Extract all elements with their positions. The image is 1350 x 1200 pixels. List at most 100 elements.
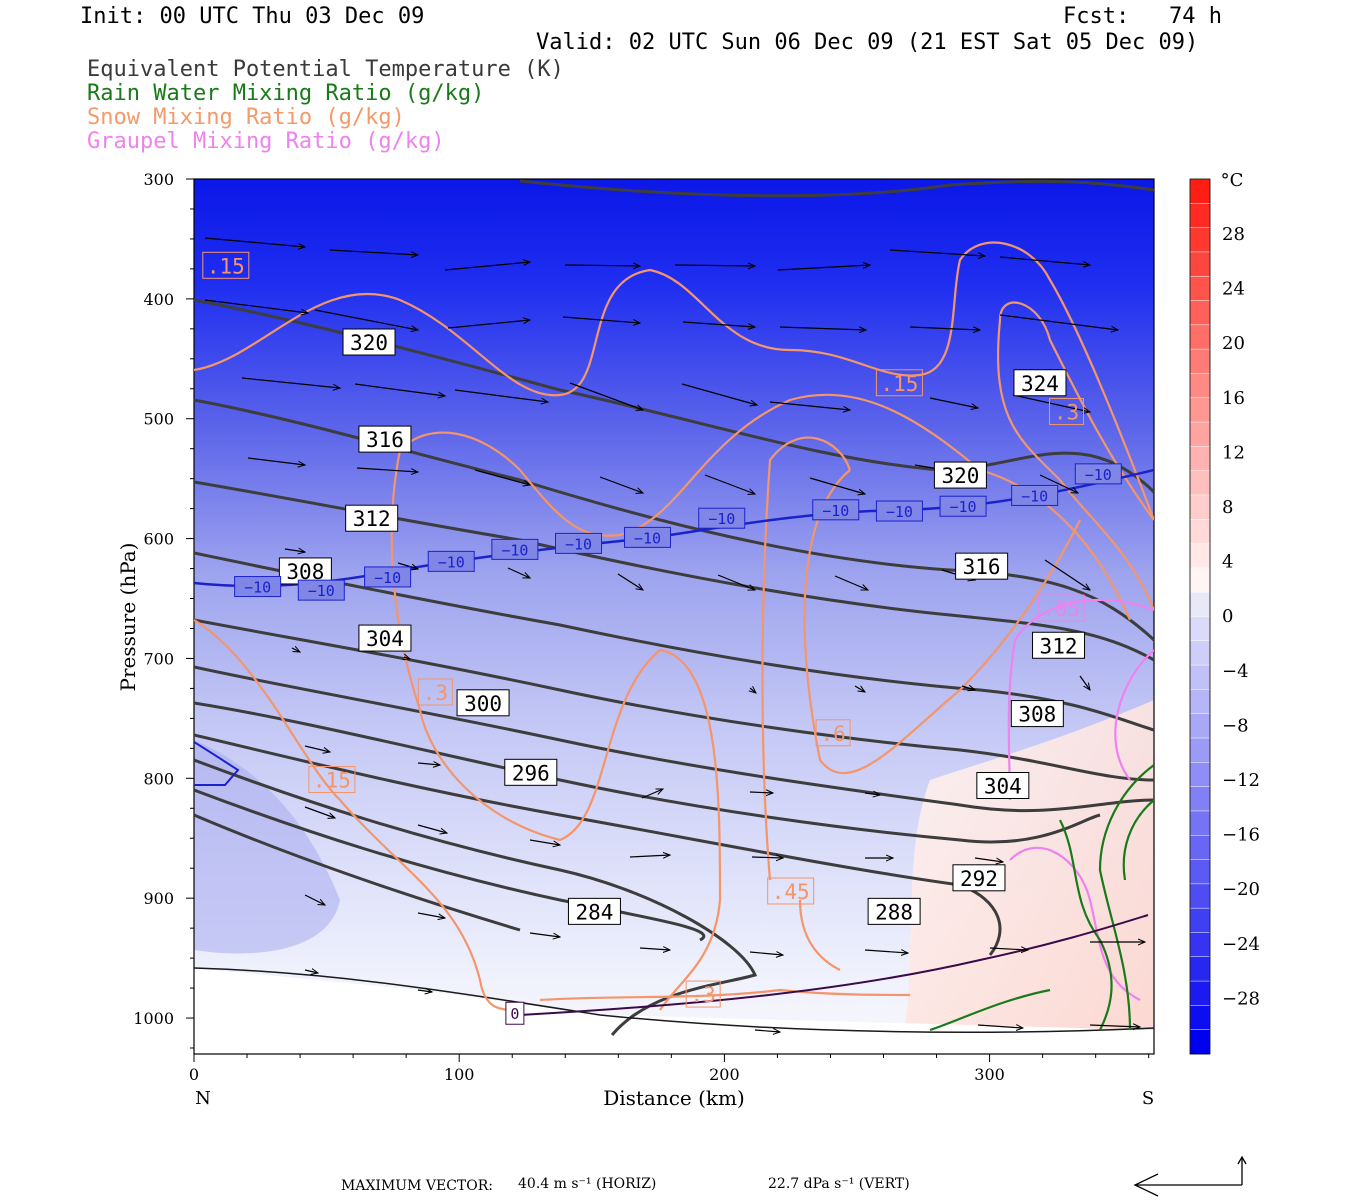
wind-vector <box>977 1025 1023 1028</box>
temp-label: −10 <box>939 495 987 517</box>
theta-e-label-text: 300 <box>464 692 502 716</box>
wind-vector <box>749 952 783 955</box>
colorbar-swatch <box>1189 640 1211 666</box>
temp-label-text: −10 <box>1021 487 1048 505</box>
legend-graupel: Graupel Mixing Ratio (g/kg) <box>87 129 445 154</box>
wind-vector <box>356 467 418 472</box>
wind-vector <box>750 688 756 693</box>
temp-label: −10 <box>875 500 923 522</box>
south-label: S <box>1142 1088 1154 1109</box>
colorbar-label: 0 <box>1222 606 1233 627</box>
wind-vector <box>304 894 325 905</box>
theta-e-label-text: 304 <box>984 775 1022 799</box>
theta-e-label: 304 <box>358 624 412 652</box>
colorbar-label: −4 <box>1222 661 1249 682</box>
wind-vector <box>629 855 670 857</box>
x-axis: 0 100 200 300 <box>189 1054 1150 1084</box>
colorbar-label: −28 <box>1222 988 1260 1009</box>
theta-e-label-text: 316 <box>366 428 404 452</box>
wind-vector <box>444 262 530 271</box>
graupel-contours <box>1007 598 1154 1001</box>
theta-e-label-text: 292 <box>960 867 998 891</box>
valid-time: Valid: 02 UTC Sun 06 Dec 09 (21 EST Sat … <box>536 30 1199 55</box>
wind-vector <box>929 397 978 408</box>
snow-label: .3 <box>417 678 453 706</box>
colorbar-swatch <box>1189 348 1211 375</box>
wind-vector <box>291 648 300 652</box>
wind-vector <box>397 562 418 569</box>
theta-e-label: 320 <box>933 461 987 489</box>
reference-vector <box>1133 1155 1247 1197</box>
wind-vector <box>864 950 908 953</box>
theta-e-contours <box>194 179 1154 1036</box>
freezing-line <box>519 914 1149 1016</box>
wind-vector <box>417 763 440 765</box>
colorbar-swatch <box>1189 519 1211 545</box>
colorbar-label: 12 <box>1222 442 1245 463</box>
colorbar-swatch <box>1189 1029 1211 1055</box>
colorbar-swatch <box>1189 373 1211 399</box>
wind-vector <box>454 389 548 402</box>
graupel-label: .05 <box>1037 594 1085 622</box>
y-tick-label: 700 <box>143 649 174 668</box>
wind-vector <box>304 745 330 752</box>
wind-vector <box>779 327 866 330</box>
max-vector-horiz: 40.4 m s⁻¹ (HORIZ) <box>518 1176 657 1192</box>
wind-vector <box>674 265 755 266</box>
wind-vector <box>1039 474 1078 493</box>
temp-label: −10 <box>297 579 345 601</box>
theta-e-label: 316 <box>358 425 412 453</box>
wind-vector <box>1044 559 1090 590</box>
legend-theta-e: Equivalent Potential Temperature (K) <box>87 57 564 82</box>
north-label: N <box>195 1088 211 1109</box>
theta-e-label-text: 312 <box>353 507 391 531</box>
temp-label: −10 <box>698 507 746 529</box>
temp-label: −10 <box>1011 484 1059 506</box>
theta-e-label-text: 308 <box>1018 703 1056 727</box>
colorbar-swatch <box>1189 591 1211 618</box>
theta-e-label: 284 <box>567 897 621 925</box>
init-time: Init: 00 UTC Thu 03 Dec 09 <box>80 4 425 29</box>
colorbar-swatch <box>1189 737 1211 764</box>
colorbar-swatch <box>1189 543 1211 569</box>
y-tick-label: 500 <box>143 410 174 429</box>
colorbar-swatch <box>1189 470 1211 496</box>
colorbar-unit: °C <box>1221 170 1244 191</box>
zero-label-box <box>505 1001 525 1025</box>
theta-e-label-text: 296 <box>512 761 550 785</box>
colorbar-swatch <box>1189 713 1211 739</box>
colorbar-swatch <box>1189 275 1211 302</box>
wind-vector <box>961 686 975 690</box>
wind-vector <box>529 839 560 845</box>
theta-e-label-text: 288 <box>875 900 913 924</box>
snow-label: .3 <box>1048 398 1084 426</box>
wind-vector <box>599 476 643 493</box>
wind-vector <box>777 265 870 271</box>
colorbar-swatch <box>1189 178 1211 205</box>
wind-vector <box>717 574 755 590</box>
wind-vector <box>417 912 445 918</box>
colorbar-swatch <box>1189 397 1211 423</box>
wind-vector <box>864 793 880 795</box>
colorbar-swatch <box>1189 786 1211 812</box>
colorbar-swatch <box>1189 664 1211 691</box>
colorbar-label: 20 <box>1222 333 1245 354</box>
wind-vector <box>754 1030 780 1032</box>
temp-label: −10 <box>555 532 603 554</box>
wind-vector <box>809 477 865 494</box>
wind-vector <box>284 549 305 552</box>
theta-e-label: 304 <box>976 772 1030 800</box>
temp-label: −10 <box>812 499 860 521</box>
colorbar-label: −12 <box>1222 770 1260 791</box>
y-tick-label: 900 <box>143 889 174 908</box>
wind-vector <box>564 265 640 266</box>
wind-vector <box>404 657 410 659</box>
wind-vector <box>989 948 1028 950</box>
colorbar-swatch <box>1189 810 1211 837</box>
snow-label-text: .3 <box>1054 401 1079 425</box>
wind-vector <box>751 857 783 858</box>
theta-e-label: 308 <box>1010 700 1064 728</box>
colorbar-label: 4 <box>1222 552 1233 573</box>
